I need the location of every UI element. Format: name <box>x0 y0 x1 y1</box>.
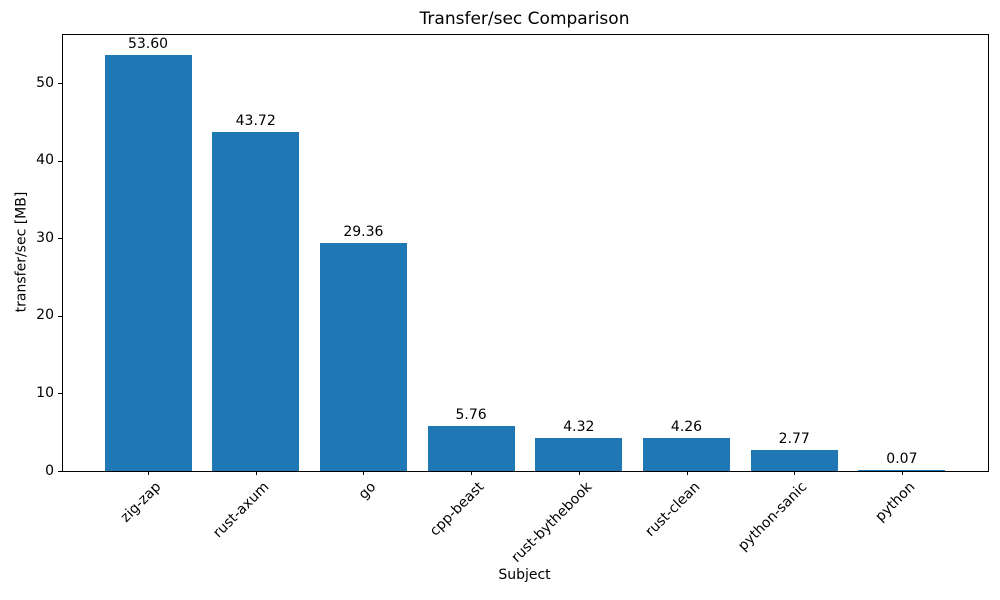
bar-python-sanic <box>750 449 838 471</box>
bar-rust-axum <box>212 131 300 471</box>
x-tick-mark <box>255 471 257 475</box>
bar-go <box>319 243 407 471</box>
y-tick-label: 40 <box>36 152 54 169</box>
plot-area: 53.60 zig-zap 43.72 rust-axum 29.36 go 5.76 cpp… <box>36 34 989 566</box>
bar-value-label: 29.36 <box>343 224 384 241</box>
x-tick-mark <box>901 471 903 475</box>
bar-cpp-beast <box>427 426 515 471</box>
bar-value-label: 0.07 <box>886 451 918 467</box>
bar-value-label: 43.72 <box>235 112 276 129</box>
y-tick-mark <box>58 83 62 85</box>
bar-value-label: 4.32 <box>563 418 595 435</box>
bar-value-label: 5.76 <box>455 407 487 424</box>
y-tick-label: 0 <box>45 462 54 479</box>
x-tick-mark <box>794 471 796 475</box>
y-tick-mark <box>58 393 62 395</box>
x-tick-mark <box>578 471 580 475</box>
y-tick-label: 10 <box>36 384 54 401</box>
x-tick-mark <box>363 471 365 475</box>
y-tick-mark <box>58 238 62 240</box>
y-tick-mark <box>58 315 62 317</box>
chart-title: Transfer/sec Comparison <box>419 9 630 29</box>
bar-value-label: 2.77 <box>778 430 810 447</box>
bar-zig-zap <box>104 55 192 471</box>
bar-rust-bythebook <box>535 437 623 471</box>
bar-value-label: 53.60 <box>127 36 169 53</box>
y-tick-label: 30 <box>36 229 54 246</box>
bar-python <box>858 470 946 471</box>
x-tick-mark <box>471 471 473 475</box>
x-tick-mark <box>686 471 688 475</box>
y-tick-mark <box>58 471 62 472</box>
bar-value-label: 4.26 <box>670 418 703 435</box>
bar-rust-clean <box>643 437 730 471</box>
y-tick-label: 50 <box>36 74 54 91</box>
x-tick-mark <box>148 471 149 475</box>
y-axis-label: transfer/sec [MB] <box>13 191 30 313</box>
y-tick-mark <box>58 160 62 162</box>
x-axis-label: Subject <box>498 567 551 583</box>
y-tick-label: 20 <box>36 307 54 324</box>
